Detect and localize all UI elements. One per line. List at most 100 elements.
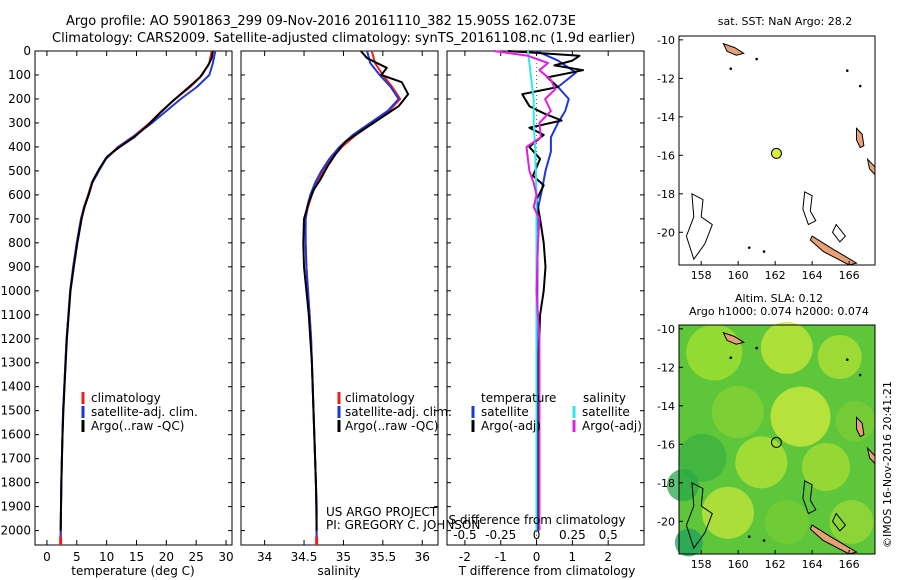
legend-temperature-title: temperature <box>481 391 556 405</box>
island-dot <box>747 246 751 249</box>
depth-tick-label: 1000 <box>0 284 31 298</box>
depth-tick-label: 100 <box>8 68 31 82</box>
island-dot <box>729 67 733 71</box>
temperature-legend: climatology satellite-adj. clim. Argo(..… <box>81 391 198 433</box>
legend-satellite: satellite-adj. clim. <box>91 405 198 419</box>
map-y-tick-label: -16 <box>657 438 675 451</box>
sla-blob <box>702 486 754 539</box>
x-tick-label: 15 <box>129 550 144 564</box>
depth-tick-label: 2000 <box>0 524 31 538</box>
temperature-xlabel: temperature (deg C) <box>71 564 194 578</box>
x-tick-label: 2 <box>604 550 612 564</box>
map-x-tick-label: 166 <box>839 558 860 571</box>
sla-map: 158 160 162 164 166 -10 -12 -14 -16 -18 -20 <box>657 321 876 571</box>
difference-xlabel-top: S difference from climatology <box>449 513 626 527</box>
depth-tick-label: 1300 <box>0 356 31 370</box>
s-tick-label: -0.5 <box>453 528 476 542</box>
s-tick-label: 0.5 <box>599 528 618 542</box>
land <box>856 416 865 438</box>
map-x-tick-label: 160 <box>728 269 749 282</box>
legend-argo: Argo(..raw -QC) <box>91 419 184 433</box>
series-t-satellite <box>536 50 577 531</box>
argo-position-marker <box>770 147 782 159</box>
island-dot <box>729 356 733 360</box>
depth-tick-label: 0 <box>23 44 31 58</box>
sla-map-subtitle: Argo h1000: 0.074 h2000: 0.074 <box>689 305 869 318</box>
island-dot <box>747 535 751 538</box>
map-frame <box>678 324 876 555</box>
map-x-tick-label: 158 <box>691 269 712 282</box>
reef-outline <box>831 512 847 532</box>
map-x-tick-label: 164 <box>802 269 823 282</box>
series-satellite-adj-clim- <box>304 50 400 541</box>
imos-stamp: ©IMOS 16-Nov-2016 20:41:21 <box>881 381 894 548</box>
reef-outline <box>802 480 817 515</box>
island-dot <box>755 57 758 61</box>
sst-map: 158 160 162 164 166 -10 -12 -14 -16 -18 -20 <box>657 34 876 282</box>
x-tick-label: -2 <box>459 550 471 564</box>
sla-blob <box>735 436 788 489</box>
depth-tick-label: 1500 <box>0 404 31 418</box>
series-t-argo-adj- <box>507 50 585 531</box>
sla-blob <box>829 499 874 544</box>
x-tick-label: 10 <box>99 550 114 564</box>
map-x-tick-label: 158 <box>691 558 712 571</box>
salinity-plot: 34 34.5 35 35.5 36 <box>241 50 438 564</box>
project-line2: PI: GREGORY C. JOHNSON <box>326 518 480 532</box>
island-dot <box>845 69 849 72</box>
s-tick-label: -0.25 <box>485 528 516 542</box>
x-tick-label: 36 <box>415 550 430 564</box>
depth-tick-label: 500 <box>8 164 31 178</box>
depth-tick-label: 1600 <box>0 428 31 442</box>
map-y-tick-label: -20 <box>657 226 675 239</box>
sla-blob <box>764 499 809 544</box>
depth-tick-labels: 0 100 200 300 400 500 600 700 800 900 1000 1100 1200… <box>0 44 31 538</box>
difference-xlabel: T difference from climatology <box>458 564 636 578</box>
reef-outline <box>831 223 847 243</box>
sla-blob <box>760 321 813 374</box>
island-dot <box>762 250 766 253</box>
x-tick-label: 1 <box>569 550 577 564</box>
legend-argo: Argo(..raw -QC) <box>345 419 438 433</box>
depth-tick-label: 200 <box>8 92 31 106</box>
temperature-panel-frame <box>34 50 233 546</box>
x-tick-label: 35.5 <box>369 550 396 564</box>
reef-outline <box>685 481 713 550</box>
x-tick-label: 20 <box>159 550 174 564</box>
depth-tick-label: 1700 <box>0 452 31 466</box>
sla-blob <box>686 324 743 381</box>
legend-climatology: climatology <box>345 391 415 405</box>
x-tick-label: 35 <box>336 550 351 564</box>
sla-blob <box>817 335 862 380</box>
island-dot <box>858 373 862 377</box>
island-dot <box>755 346 758 350</box>
map-x-tick-label: 166 <box>839 269 860 282</box>
x-tick-label: 0 <box>533 550 541 564</box>
x-tick-label: 0 <box>43 550 51 564</box>
x-tick-label: 5 <box>73 550 81 564</box>
island-dot <box>762 539 766 542</box>
series-climatology <box>59 50 213 541</box>
map-y-tick-label: -14 <box>657 111 675 124</box>
x-tick-label: 25 <box>189 550 204 564</box>
legend-salinity-title: salinity <box>583 391 626 405</box>
sst-map-title: sat. SST: NaN Argo: 28.2 <box>718 15 852 28</box>
s-tick-label: 0.25 <box>559 528 586 542</box>
argo-position-marker <box>770 436 782 448</box>
difference-plot: -2 -1 0 1 2-0.5 -0.25 0 0.25 0.5 <box>447 50 644 564</box>
x-tick-label: -1 <box>495 550 507 564</box>
map-y-tick-label: -12 <box>657 361 675 374</box>
reef-outline <box>802 191 817 226</box>
legend-s-argo: Argo(-adj) <box>582 419 642 433</box>
map-y-tick-label: -18 <box>657 188 675 201</box>
legend-satellite: satellite-adj. clim. <box>345 405 452 419</box>
x-tick-label: 34.5 <box>291 550 318 564</box>
salinity-xlabel: salinity <box>317 564 360 578</box>
salinity-legend: climatology satellite-adj. clim. Argo(..… <box>337 391 452 433</box>
map-x-tick-label: 162 <box>765 558 786 571</box>
series-satellite-adj-clim- <box>59 50 217 541</box>
depth-tick-label: 1900 <box>0 500 31 514</box>
depth-tick-label: 1100 <box>0 308 31 322</box>
map-x-tick-label: 164 <box>802 558 823 571</box>
